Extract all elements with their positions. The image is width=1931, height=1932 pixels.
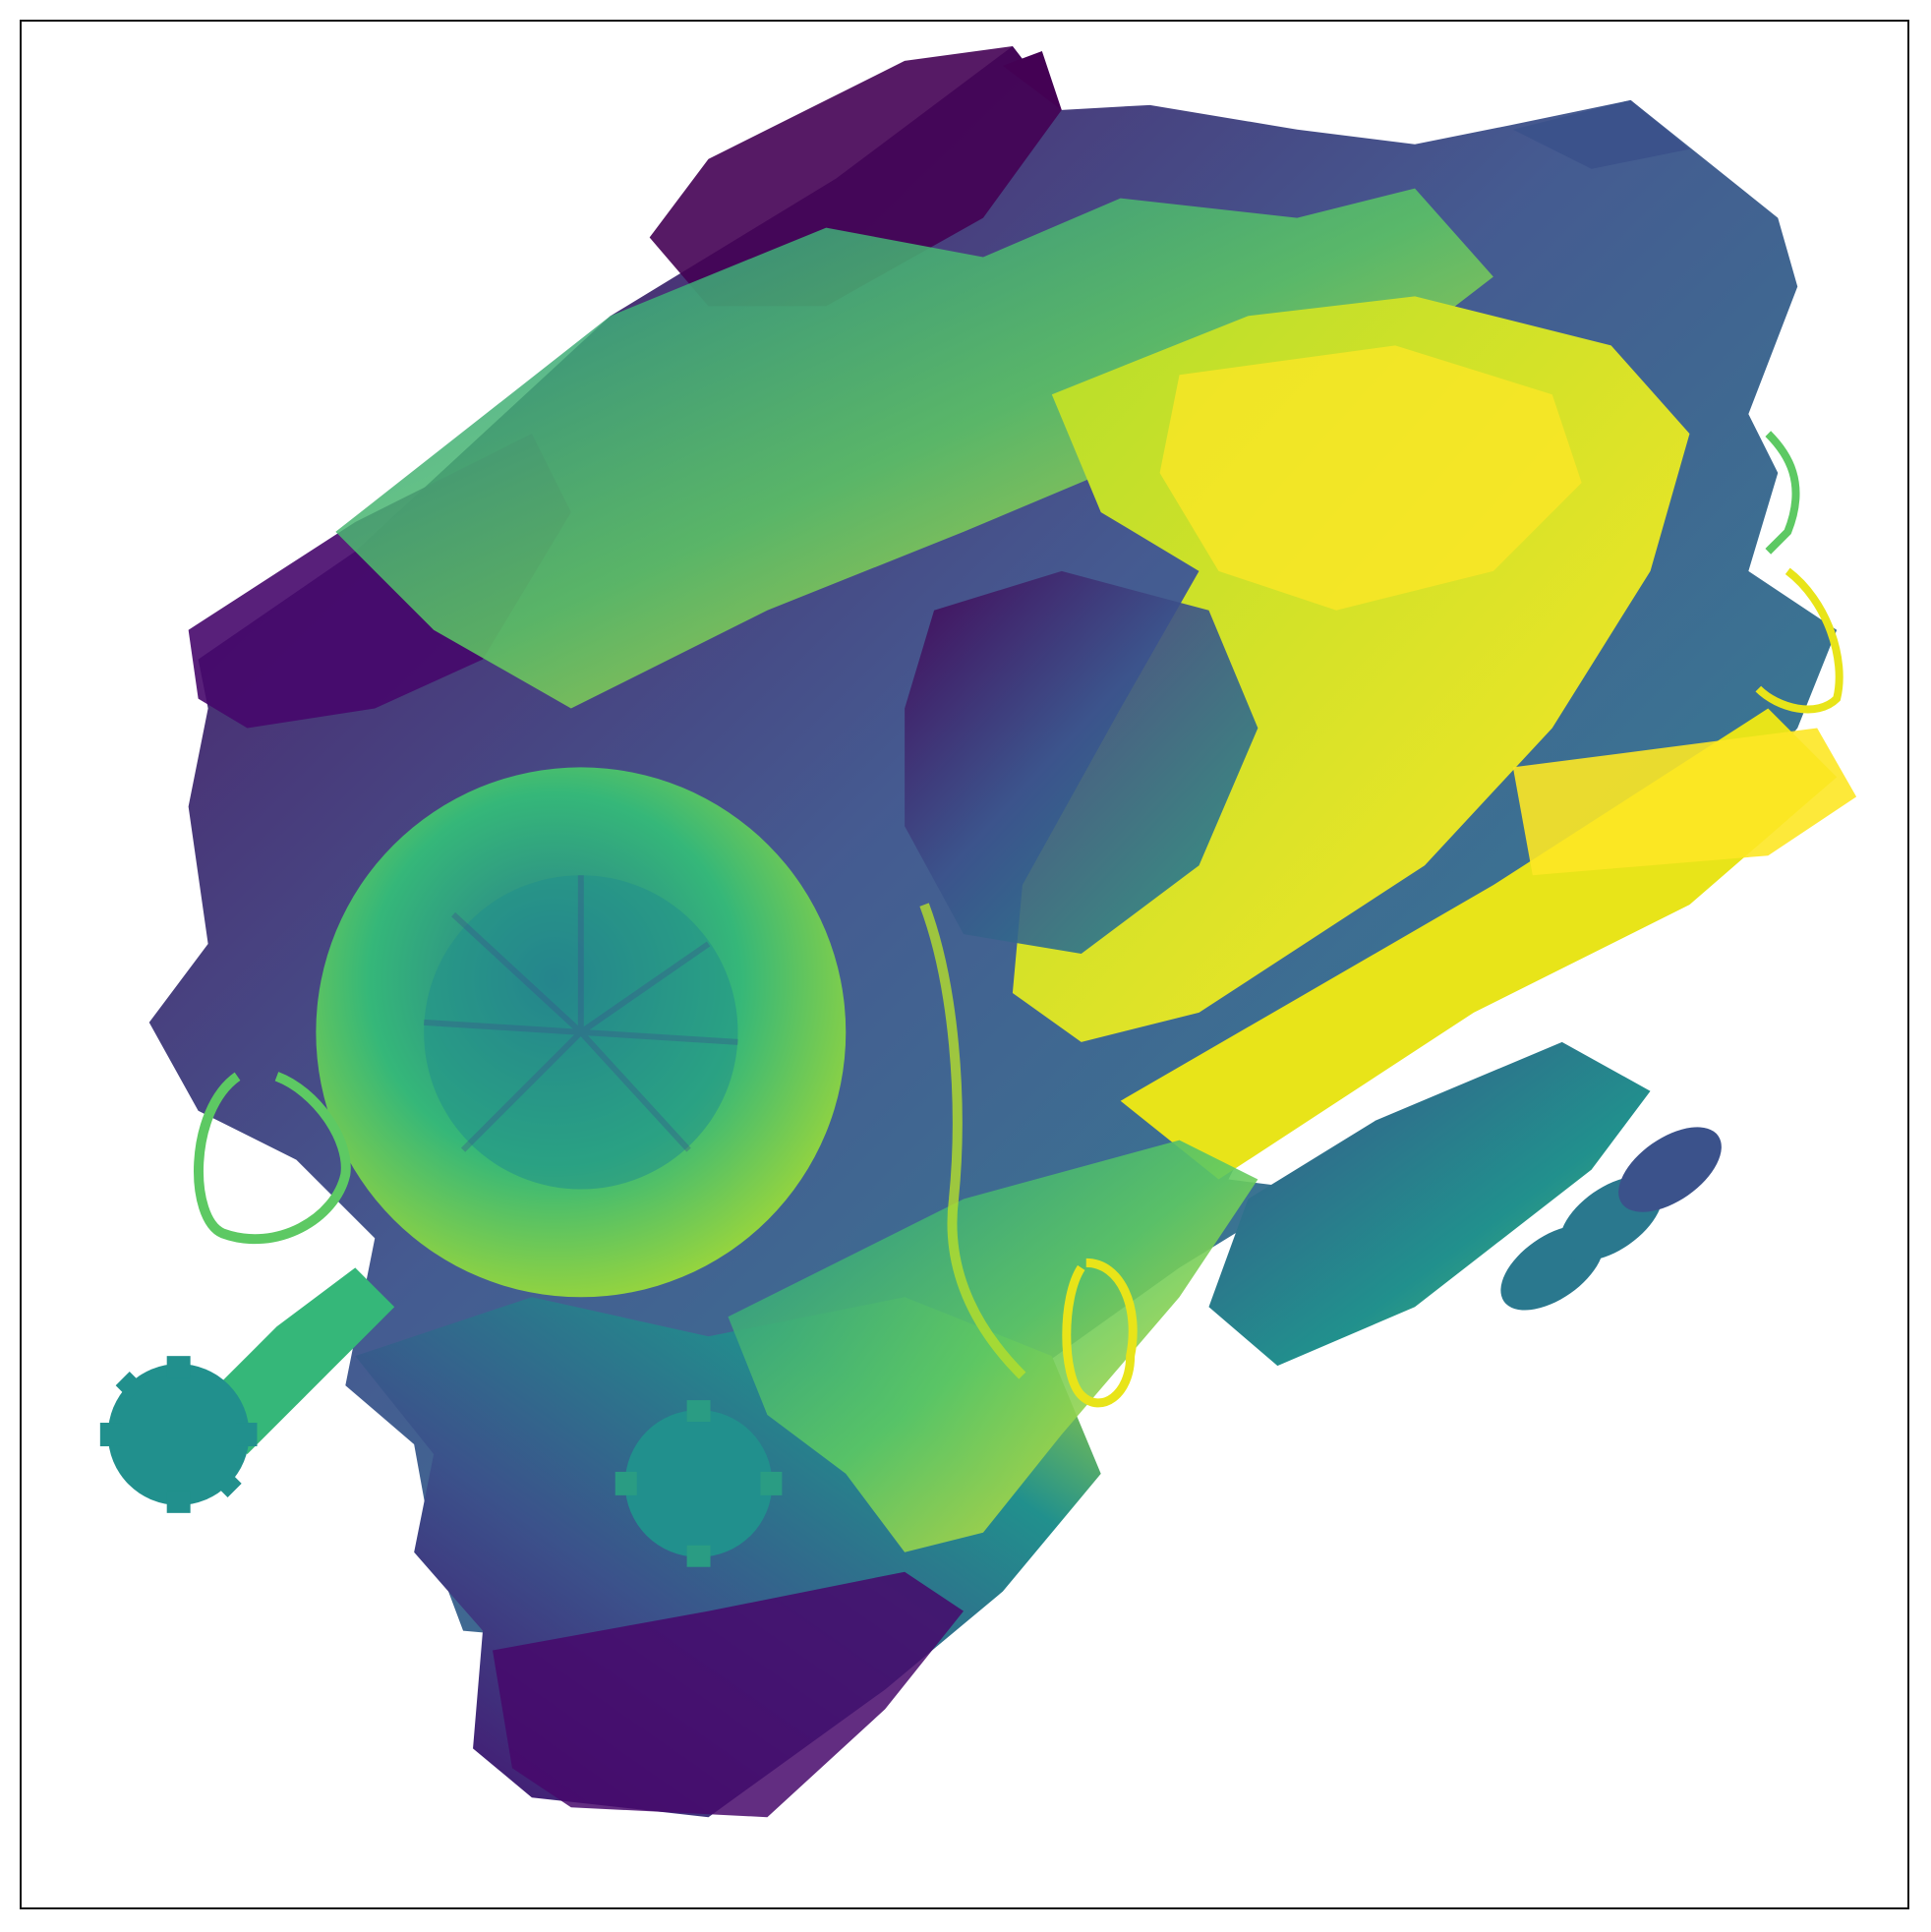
small-gear-center-icon [624, 1410, 773, 1557]
small-gear-left-icon [107, 1364, 250, 1505]
image-axes-frame [20, 20, 1909, 1909]
hose-loop-right-icon [1755, 567, 1843, 714]
hose-loop-left-icon [194, 1072, 351, 1245]
engine-depth-render-icon [99, 45, 1857, 1818]
hose-loop-center-icon [1062, 1258, 1138, 1408]
